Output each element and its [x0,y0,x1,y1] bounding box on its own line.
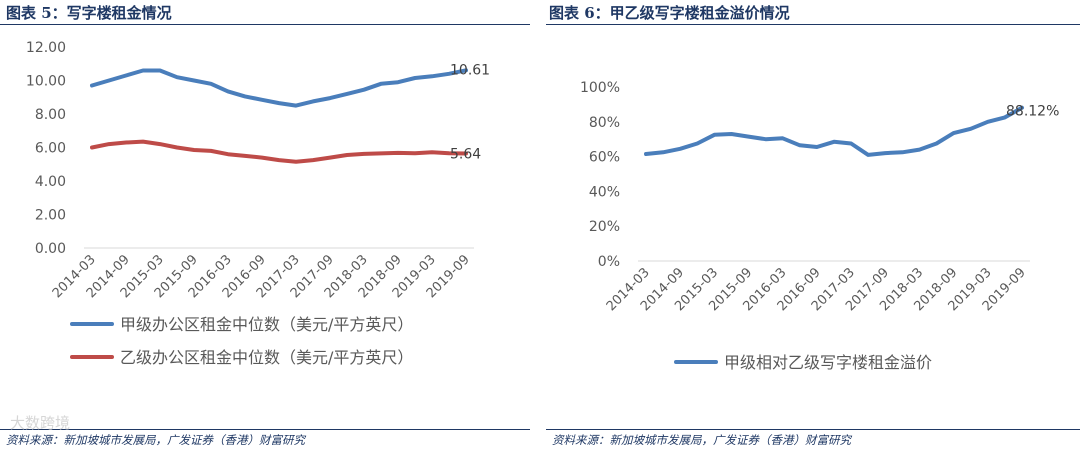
y-tick-label: 10.00 [26,74,66,90]
y-tick-label: 0% [598,254,620,270]
y-tick-label: 2.00 [35,208,66,224]
rent-line-chart: 0.002.004.006.008.0010.0012.002014-03201… [26,40,490,367]
y-tick-label: 40% [589,184,620,200]
y-tick-label: 80% [589,115,620,131]
left-source-rule [0,429,530,430]
premium-line-chart: 0%20%40%60%80%100%2014-032014-092015-032… [580,80,1059,372]
left-source-note: 资料来源：新加坡城市发展局，广发证券（香港）财富研究 [6,433,305,447]
grade-b-end-label: 5.64 [450,147,481,163]
left-title-rule [0,24,530,25]
right-panel-title: 图表 6：甲乙级写字楼租金溢价情况 [549,4,790,22]
legend-label-2: 乙级办公区租金中位数（美元/平方英尺） [120,348,413,367]
premium-end-label: 88.12% [1006,104,1059,120]
grade-a-end-label: 10.61 [450,62,490,78]
y-tick-label: 100% [580,80,620,96]
right-source-note: 资料来源：新加坡城市发展局，广发证券（香港）财富研究 [552,433,851,447]
series-line-1 [644,105,1024,157]
y-tick-label: 6.00 [35,141,66,157]
legend-label-1: 甲级相对乙级写字楼租金溢价 [724,353,932,372]
y-tick-label: 4.00 [35,174,66,190]
y-tick-label: 8.00 [35,107,66,123]
left-panel-title: 图表 5：写字楼租金情况 [6,4,172,22]
y-tick-label: 60% [589,150,620,166]
legend-label-1: 甲级办公区租金中位数（美元/平方英尺） [120,315,413,334]
y-tick-label: 20% [589,219,620,235]
right-source-rule [546,429,1080,430]
series-line-2 [90,139,468,164]
right-title-rule [546,24,1080,25]
y-tick-label: 0.00 [35,241,66,257]
y-tick-label: 12.00 [26,40,66,56]
series-line-1 [90,68,468,108]
watermark: 大数跨境 [10,414,71,432]
